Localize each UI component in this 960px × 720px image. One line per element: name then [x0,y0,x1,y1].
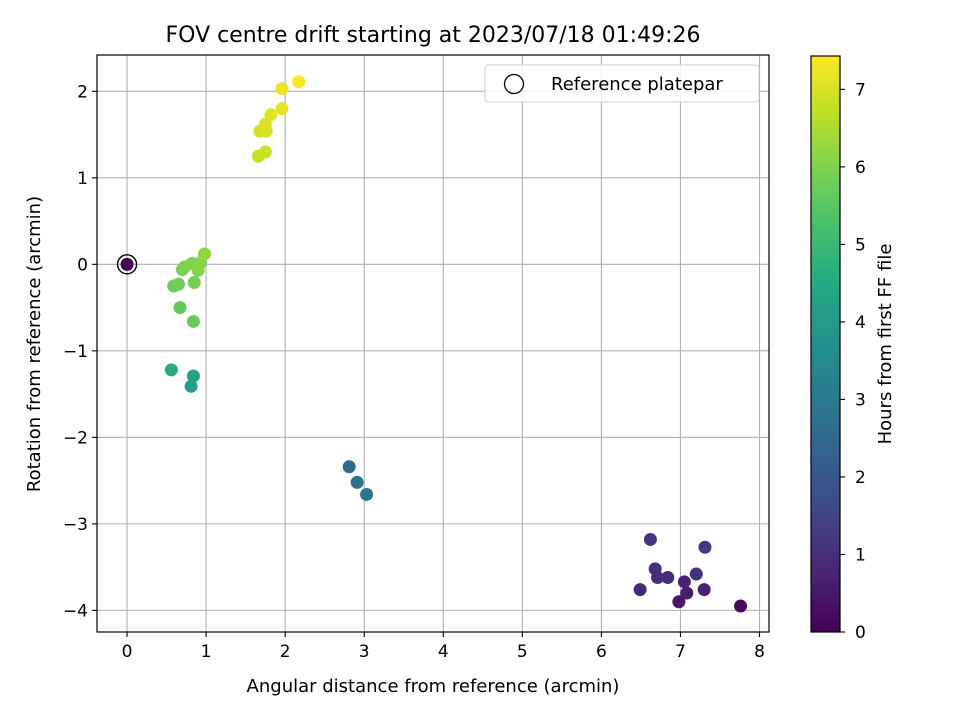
x-tick-label: 2 [280,642,291,662]
data-point [292,75,306,89]
data-points [120,75,748,613]
y-tick-label: 0 [77,255,88,275]
data-point [258,145,272,159]
data-point [275,102,289,116]
data-point [350,475,364,489]
colorbar-tick-label: 6 [855,158,866,178]
data-point [342,460,356,474]
legend-label: Reference platepar [551,74,723,95]
y-tick-label: −2 [63,428,88,448]
y-tick-label: −3 [63,515,88,535]
x-tick-label: 6 [596,642,607,662]
colorbar: 0 1 2 3 4 5 6 7 Hours from first FF file [810,55,896,643]
data-point [187,276,201,290]
y-tick-label: 2 [77,82,88,102]
data-point [264,108,278,122]
colorbar-tick-label: 7 [855,80,866,100]
x-axis-ticks: 0 1 2 3 4 5 6 7 8 [122,632,765,662]
chart-title: FOV centre drift starting at 2023/07/18 … [166,23,701,48]
data-point [186,369,200,383]
plot-frame [96,54,770,633]
colorbar-tick-label: 2 [855,468,866,488]
data-point [120,257,134,271]
x-tick-label: 1 [201,642,212,662]
data-point [171,277,185,291]
colorbar-tick-label: 5 [855,235,866,255]
reference-platepar-marker [116,254,138,275]
colorbar-gradient [810,55,841,633]
data-point [698,540,712,554]
x-tick-label: 4 [438,642,449,662]
data-point [680,586,694,600]
x-axis-label: Angular distance from reference (arcmin) [247,676,620,697]
x-tick-label: 5 [517,642,528,662]
data-point [164,363,178,377]
y-axis-ticks: −4 −3 −2 −1 0 1 2 [63,82,97,621]
x-tick-label: 8 [754,642,765,662]
data-point [186,314,200,328]
data-point [661,571,675,585]
colorbar-tick-label: 0 [855,623,866,643]
data-point [173,301,187,315]
data-point [360,487,374,501]
y-tick-label: −1 [63,342,88,362]
data-point [184,379,198,393]
data-point [672,595,686,609]
data-point [258,117,272,131]
x-tick-label: 0 [122,642,133,662]
y-tick-label: −4 [63,601,88,621]
legend-marker-icon [503,73,525,95]
legend-box [484,64,760,103]
data-point [689,567,703,581]
legend: Reference platepar [484,64,760,103]
colorbar-tick-label: 1 [855,545,866,565]
data-point [643,532,657,546]
data-point [734,599,748,613]
data-point [198,247,212,261]
data-point [633,583,647,597]
data-point [275,82,289,96]
y-axis-label: Rotation from reference (arcmin) [24,196,45,492]
y-tick-label: 1 [77,169,88,189]
data-point [697,583,711,597]
colorbar-ticks: 0 1 2 3 4 5 6 7 [840,80,866,643]
x-tick-label: 7 [675,642,686,662]
x-tick-label: 3 [359,642,370,662]
colorbar-label: Hours from first FF file [875,244,896,445]
data-point [648,562,662,576]
data-point [677,575,691,589]
colorbar-tick-label: 4 [855,313,866,333]
colorbar-tick-label: 3 [855,390,866,410]
reference-marker [116,254,138,275]
grid-lines [97,55,769,632]
